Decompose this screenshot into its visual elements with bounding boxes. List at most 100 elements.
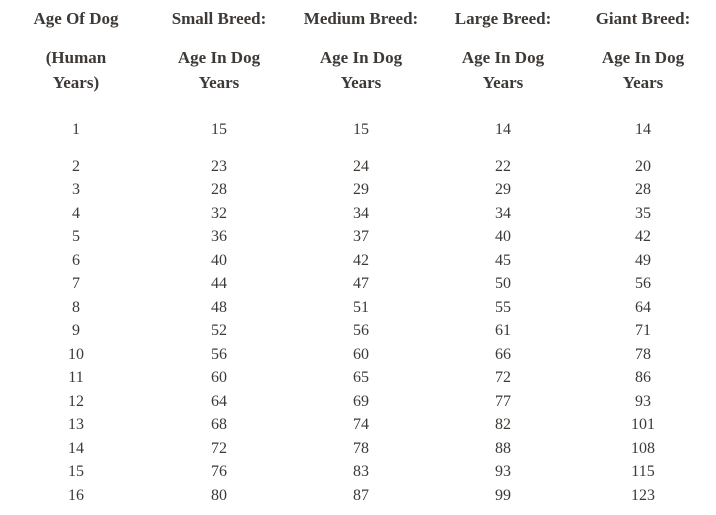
column-subtitle-line1: Age In Dog [177, 48, 261, 67]
cell-small-breed: 36 [211, 228, 227, 245]
cell-age-human-years: 5 [72, 228, 80, 245]
cell-age-human-years: 3 [72, 181, 80, 198]
table-row: 10 56 60 66 78 [0, 343, 716, 367]
cell-large-breed: 50 [495, 275, 511, 292]
column-subtitle-line2: Years [622, 73, 664, 92]
cell-large-breed: 82 [495, 416, 511, 433]
cell-giant-breed: 35 [635, 204, 651, 222]
cell-giant-breed: 42 [635, 228, 651, 245]
column-header: Age Of Dog (Human Years) [0, 8, 152, 95]
cell-large-breed: 61 [495, 322, 511, 339]
cell-age-human-years: 16 [68, 486, 84, 504]
cell-large-breed: 88 [495, 439, 511, 457]
table-row: 1 15 15 14 14 [0, 118, 716, 142]
column-header: Giant Breed: Age In Dog Years [570, 8, 716, 95]
cell-medium-breed: 74 [353, 416, 369, 433]
column-subtitle-line1: Age In Dog [461, 48, 545, 67]
cell-large-breed: 22 [495, 157, 511, 175]
column-header: Medium Breed: Age In Dog Years [286, 8, 436, 95]
cell-age-human-years: 9 [72, 322, 80, 339]
cell-small-breed: 64 [211, 392, 227, 410]
cell-age-human-years: 10 [68, 345, 84, 363]
cell-medium-breed: 87 [353, 486, 369, 504]
cell-giant-breed: 64 [635, 298, 651, 316]
cell-medium-breed: 15 [353, 121, 369, 138]
cell-giant-breed: 93 [635, 392, 651, 410]
table-row: 9 52 56 61 71 [0, 319, 716, 343]
cell-small-breed: 15 [211, 121, 227, 138]
cell-giant-breed: 108 [631, 439, 655, 457]
column-subtitle-line2: Years [482, 73, 524, 92]
table-row: 7 44 47 50 56 [0, 272, 716, 296]
cell-small-breed: 76 [211, 463, 227, 480]
cell-medium-breed: 83 [353, 463, 369, 480]
cell-large-breed: 40 [495, 228, 511, 245]
cell-large-breed: 45 [495, 251, 511, 269]
cell-medium-breed: 78 [353, 439, 369, 457]
cell-giant-breed: 78 [635, 345, 651, 363]
column-subtitle: Age In Dog Years [286, 45, 436, 95]
column-subtitle-line2: Years [198, 73, 240, 92]
column-subtitle-line2: Years) [52, 73, 100, 92]
column-title: Large Breed: [454, 9, 552, 28]
cell-small-breed: 80 [211, 486, 227, 504]
table-row: 8 48 51 55 64 [0, 296, 716, 320]
cell-medium-breed: 29 [353, 181, 369, 198]
cell-giant-breed: 49 [635, 251, 651, 269]
column-subtitle: (Human Years) [0, 45, 152, 95]
cell-medium-breed: 69 [353, 392, 369, 410]
column-header: Large Breed: Age In Dog Years [436, 8, 570, 95]
cell-small-breed: 23 [211, 157, 227, 175]
cell-age-human-years: 15 [68, 463, 84, 480]
cell-giant-breed: 123 [631, 486, 655, 504]
column-subtitle-line1: (Human [45, 48, 107, 67]
cell-large-breed: 66 [495, 345, 511, 363]
cell-small-breed: 28 [211, 181, 227, 198]
cell-giant-breed: 28 [635, 181, 651, 198]
cell-giant-breed: 115 [631, 463, 655, 480]
column-subtitle: Age In Dog Years [436, 45, 570, 95]
cell-small-breed: 48 [211, 298, 227, 316]
table-row: 5 36 37 40 42 [0, 225, 716, 249]
table-row: 16 80 87 99 123 [0, 484, 716, 508]
cell-large-breed: 72 [495, 369, 511, 386]
cell-age-human-years: 13 [68, 416, 84, 433]
table-row: 11 60 65 72 86 [0, 366, 716, 390]
cell-small-breed: 56 [211, 345, 227, 363]
cell-medium-breed: 51 [353, 298, 369, 316]
cell-large-breed: 14 [495, 121, 511, 138]
cell-medium-breed: 56 [353, 322, 369, 339]
table-row: 13 68 74 82 101 [0, 413, 716, 437]
column-subtitle-line1: Age In Dog [601, 48, 685, 67]
cell-age-human-years: 7 [72, 275, 80, 292]
cell-giant-breed: 86 [635, 369, 651, 386]
column-subtitle-line1: Age In Dog [319, 48, 403, 67]
cell-small-breed: 44 [211, 275, 227, 292]
cell-medium-breed: 37 [353, 228, 369, 245]
cell-small-breed: 68 [211, 416, 227, 433]
table-row: 6 40 42 45 49 [0, 249, 716, 273]
cell-small-breed: 32 [211, 204, 227, 222]
cell-large-breed: 77 [495, 392, 511, 410]
cell-small-breed: 72 [211, 439, 227, 457]
cell-age-human-years: 11 [68, 369, 84, 386]
cell-large-breed: 93 [495, 463, 511, 480]
column-title: Small Breed: [171, 9, 267, 28]
cell-large-breed: 29 [495, 181, 511, 198]
table-header-row: Age Of Dog (Human Years) Small Breed: Age In… [0, 8, 716, 95]
cell-large-breed: 55 [495, 298, 511, 316]
cell-age-human-years: 8 [72, 298, 80, 316]
cell-age-human-years: 2 [72, 157, 80, 175]
column-subtitle: Age In Dog Years [570, 45, 716, 95]
cell-medium-breed: 65 [353, 369, 369, 386]
column-subtitle: Age In Dog Years [152, 45, 286, 95]
table-row: 4 32 34 34 35 [0, 202, 716, 226]
table-row: 2 23 24 22 20 [0, 155, 716, 179]
cell-large-breed: 34 [495, 204, 511, 222]
cell-medium-breed: 24 [353, 157, 369, 175]
table-row: 14 72 78 88 108 [0, 437, 716, 461]
cell-giant-breed: 56 [635, 275, 651, 292]
cell-large-breed: 99 [495, 486, 511, 504]
column-title: Age Of Dog [33, 9, 119, 28]
cell-giant-breed: 101 [631, 416, 655, 433]
